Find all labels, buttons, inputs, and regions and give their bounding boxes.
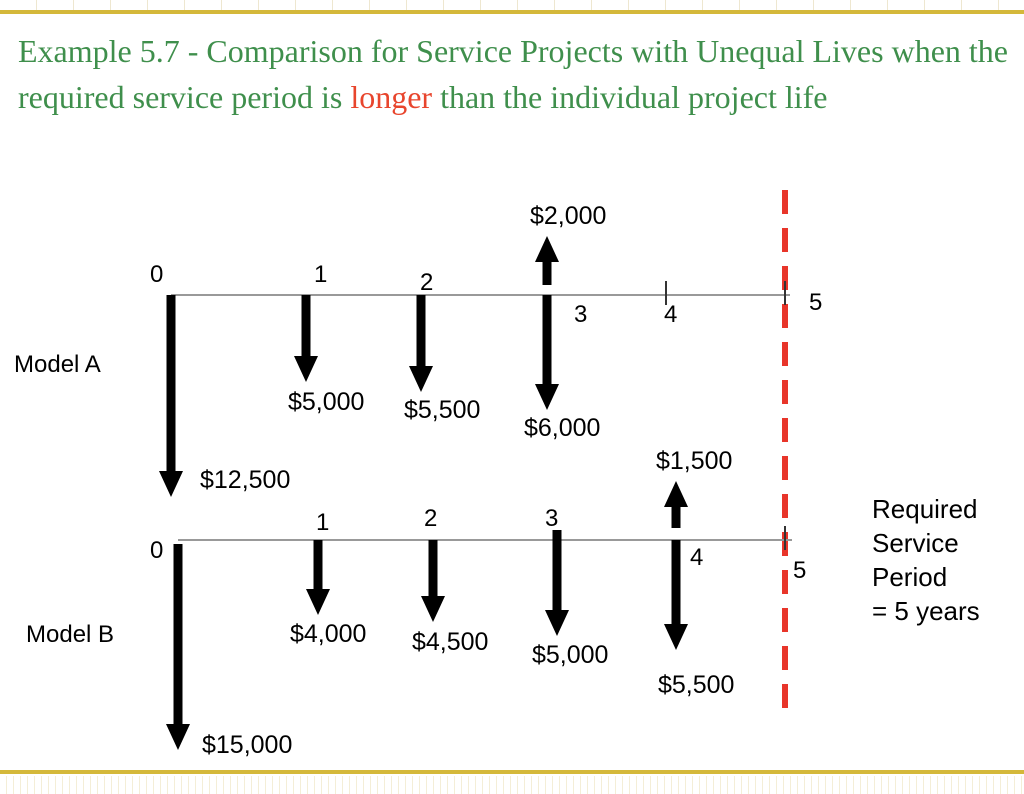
model-b-cashflow-1-down-label: $4,000 [290,620,366,648]
model-b-cashflow-4-down-label: $5,500 [658,671,734,699]
model-b-period-1: 1 [316,509,329,536]
model-b-cashflow-4-up-arrow-head [664,481,688,507]
model-a-cashflow-2-down-arrow [409,295,433,392]
model-a-cashflow-3-down-label: $6,000 [524,414,600,442]
model-b-cashflow-3-down-arrow [545,530,569,636]
model-a-cashflow-2-down-arrow-shaft [416,295,426,366]
model-a-name: Model A [14,351,101,378]
model-a-cashflow-1-down-label: $5,000 [288,388,364,416]
model-b-cashflow-1-down-arrow [306,540,330,615]
model-a-cashflow-3-up-arrow-shaft [542,262,552,285]
model-a-period-2: 2 [420,269,433,296]
model-b-period-3: 3 [545,505,558,532]
model-a-period-3: 3 [574,301,587,328]
model-a-cashflow-2-down-label: $5,500 [404,396,480,424]
model-a-period-1: 1 [314,261,327,288]
model-a-period-5: 5 [809,289,822,316]
model-b-period-5: 5 [793,557,806,584]
model-a-cashflow-3-down-arrow-shaft [542,295,552,384]
model-b-cashflow-1-down-arrow-shaft [313,540,323,589]
model-b-cashflow-4-down-arrow-shaft [671,540,681,624]
model-a-cashflow-1-down-arrow [294,295,318,382]
model-b-name: Model B [26,621,114,648]
model-b-cashflow-2-down-arrow [421,540,445,622]
model-b-cashflow-1-down-arrow-head [306,589,330,615]
top-rule [0,10,1024,14]
required-service-period-label-line-1: Required [872,494,978,524]
model-a-cashflow-3-up-arrow-head [535,236,559,262]
model-a-period-4: 4 [664,301,677,328]
model-b-cashflow-4-up-arrow [664,481,688,528]
bottom-decoration [0,776,1024,794]
model-b-cashflow-0-down-arrow-head [166,724,190,750]
bottom-rule [0,770,1024,774]
title-text-1: Example 5.7 - Comparison for Service Pro… [18,33,1008,115]
model-b-period-0: 0 [150,537,163,564]
model-a-cashflow-0-down-arrow [159,295,183,497]
model-a-cashflow-1-down-arrow-head [294,356,318,382]
model-a-cashflow-3-down-arrow-head [535,384,559,410]
model-a-cashflow-0-down-arrow-head [159,471,183,497]
model-a-cashflow-2-down-arrow-head [409,366,433,392]
model-b-cashflow-4-up-label: $1,500 [656,447,732,475]
model-a-cashflow-3-down-arrow [535,295,559,410]
slide-title: Example 5.7 - Comparison for Service Pro… [18,28,1008,120]
model-b-cashflow-2-down-arrow-head [421,596,445,622]
model-a-cashflow-3-up-label: $2,000 [530,202,606,230]
model-b-period-4: 4 [690,544,703,571]
required-service-period-label-line-3: Period [872,562,947,592]
title-highlight: longer [350,79,433,115]
model-b-cashflow-3-down-arrow-head [545,610,569,636]
model-a-cashflow-3-up-arrow [535,236,559,285]
model-a-cashflow-0-down-arrow-shaft [166,295,176,471]
model-b-cashflow-0-down-arrow-shaft [173,544,183,724]
model-a-cashflow-0-down-label: $12,500 [200,466,290,494]
model-b-cashflow-2-down-label: $4,500 [412,628,488,656]
required-service-period-label-line-2: Service [872,528,959,558]
model-b-cashflow-4-down-arrow-head [664,624,688,650]
model-b-cashflow-0-down-arrow [166,544,190,750]
model-b-cashflow-3-down-label: $5,000 [532,641,608,669]
model-b-cashflow-2-down-arrow-shaft [428,540,438,596]
title-text-2: than the individual project life [432,79,828,115]
model-b-period-2: 2 [424,505,437,532]
top-decoration [0,0,1024,10]
model-b-cashflow-3-down-arrow-shaft [552,530,562,610]
model-b-cashflow-0-down-label: $15,000 [202,731,292,759]
model-b-cashflow-4-up-arrow-shaft [671,507,681,528]
model-a-cashflow-1-down-arrow-shaft [301,295,311,356]
model-b-cashflow-4-down-arrow [664,540,688,650]
model-a-period-0: 0 [150,261,163,288]
required-service-period-label-line-4: = 5 years [872,596,980,626]
